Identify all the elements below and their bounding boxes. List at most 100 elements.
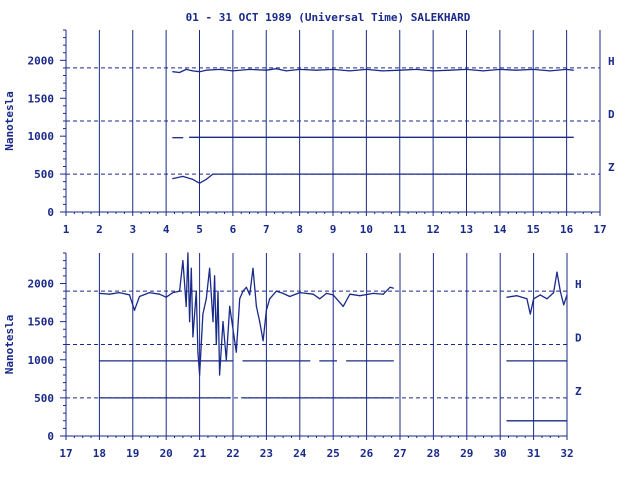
series-d-point bbox=[98, 360, 100, 362]
series-h-point bbox=[158, 293, 161, 295]
y-tick-label: 1000 bbox=[28, 130, 55, 143]
baseline-label-d: D bbox=[575, 332, 582, 345]
x-tick-label: 15 bbox=[527, 223, 540, 236]
series-h-point bbox=[108, 293, 110, 295]
y-tick-label: 2000 bbox=[28, 54, 55, 67]
series-h-point bbox=[199, 374, 201, 376]
series-h-point bbox=[235, 351, 237, 353]
series-d-point bbox=[572, 136, 574, 138]
series-z-point bbox=[192, 178, 194, 180]
series-h-point bbox=[259, 321, 261, 323]
series-h-point bbox=[325, 292, 328, 294]
series-h-point bbox=[549, 70, 551, 72]
series-h-point bbox=[98, 292, 100, 294]
series-h-point bbox=[566, 294, 568, 296]
series-z-point bbox=[506, 420, 508, 422]
x-tick-label: 6 bbox=[230, 223, 237, 236]
series-h-point bbox=[190, 267, 192, 269]
series-h-point bbox=[232, 70, 234, 72]
x-tick-label: 9 bbox=[330, 223, 337, 236]
series-z-point bbox=[229, 397, 231, 399]
series-h-point bbox=[529, 313, 531, 315]
y-tick-label: 1500 bbox=[28, 92, 55, 105]
series-h-point bbox=[179, 290, 181, 292]
series-h-point bbox=[249, 68, 251, 70]
series-h-point bbox=[516, 69, 518, 71]
series-h-point bbox=[566, 68, 568, 70]
series-h-point bbox=[172, 292, 174, 294]
x-tick-label: 31 bbox=[527, 447, 541, 460]
series-d-point bbox=[319, 360, 321, 362]
y-tick-label: 1500 bbox=[28, 316, 55, 329]
series-h-trace bbox=[99, 252, 394, 376]
y-tick-label: 0 bbox=[47, 430, 54, 443]
series-h-point bbox=[572, 69, 574, 71]
x-tick-label: 12 bbox=[427, 223, 440, 236]
series-h-point bbox=[299, 292, 301, 294]
y-axis-label: Nanotesla bbox=[3, 315, 16, 375]
series-h-point bbox=[182, 260, 184, 262]
series-z-point bbox=[198, 182, 201, 184]
x-tick-label: 32 bbox=[560, 447, 573, 460]
series-h-point bbox=[202, 313, 204, 315]
series-d-point bbox=[172, 137, 174, 139]
series-h-point bbox=[232, 328, 234, 330]
x-tick-label: 7 bbox=[263, 223, 270, 236]
x-tick-label: 14 bbox=[493, 223, 507, 236]
y-tick-label: 500 bbox=[34, 392, 54, 405]
series-h-point bbox=[275, 290, 277, 292]
x-tick-label: 28 bbox=[427, 447, 440, 460]
series-z-point bbox=[392, 397, 394, 399]
series-h-point bbox=[533, 298, 535, 300]
series-h-point bbox=[563, 304, 565, 306]
series-h-point bbox=[342, 305, 344, 307]
x-tick-label: 17 bbox=[59, 447, 72, 460]
series-h-point bbox=[539, 294, 541, 296]
series-d-point bbox=[182, 137, 184, 139]
x-tick-label: 5 bbox=[196, 223, 203, 236]
series-h-point bbox=[265, 309, 267, 311]
series-h-point bbox=[165, 296, 167, 298]
series-h-point bbox=[382, 70, 384, 72]
series-h-point bbox=[138, 295, 141, 298]
series-h-point bbox=[359, 295, 361, 297]
series-h-point bbox=[392, 287, 394, 289]
x-tick-label: 4 bbox=[163, 223, 170, 236]
x-tick-label: 11 bbox=[393, 223, 407, 236]
chart-title: 01 - 31 OCT 1989 (Universal Time) SALEKH… bbox=[186, 11, 471, 24]
series-h-point bbox=[218, 68, 221, 70]
series-h-trace bbox=[506, 271, 568, 315]
series-h-point bbox=[516, 295, 518, 297]
y-axis-label: Nanotesla bbox=[3, 91, 16, 151]
x-tick-label: 13 bbox=[460, 223, 473, 236]
series-h-point bbox=[172, 71, 174, 73]
series-h-point bbox=[197, 351, 199, 353]
x-tick-label: 21 bbox=[193, 447, 207, 460]
x-tick-label: 30 bbox=[494, 447, 507, 460]
series-h-point bbox=[349, 293, 351, 295]
series-h-point bbox=[275, 68, 277, 70]
y-tick-label: 0 bbox=[47, 206, 54, 219]
x-tick-label: 29 bbox=[460, 447, 473, 460]
series-h-point bbox=[399, 69, 401, 71]
series-h-point bbox=[189, 321, 191, 323]
series-h-point bbox=[225, 359, 227, 361]
series-h-point bbox=[229, 305, 231, 307]
x-tick-label: 1 bbox=[63, 223, 70, 236]
series-z-point bbox=[572, 173, 574, 175]
series-h-point bbox=[532, 68, 534, 70]
series-z-point bbox=[182, 175, 184, 177]
series-h-point bbox=[312, 293, 314, 295]
series-h-point bbox=[249, 294, 251, 296]
series-h-point bbox=[198, 71, 201, 73]
series-d-point bbox=[232, 360, 234, 362]
series-h-point bbox=[315, 69, 317, 71]
series-h-point bbox=[118, 292, 120, 294]
series-h-point bbox=[262, 340, 264, 342]
series-d-point bbox=[309, 360, 311, 362]
series-h-point bbox=[349, 70, 351, 72]
series-h-point bbox=[556, 271, 558, 273]
x-tick-label: 23 bbox=[260, 447, 273, 460]
series-h-point bbox=[133, 309, 136, 311]
